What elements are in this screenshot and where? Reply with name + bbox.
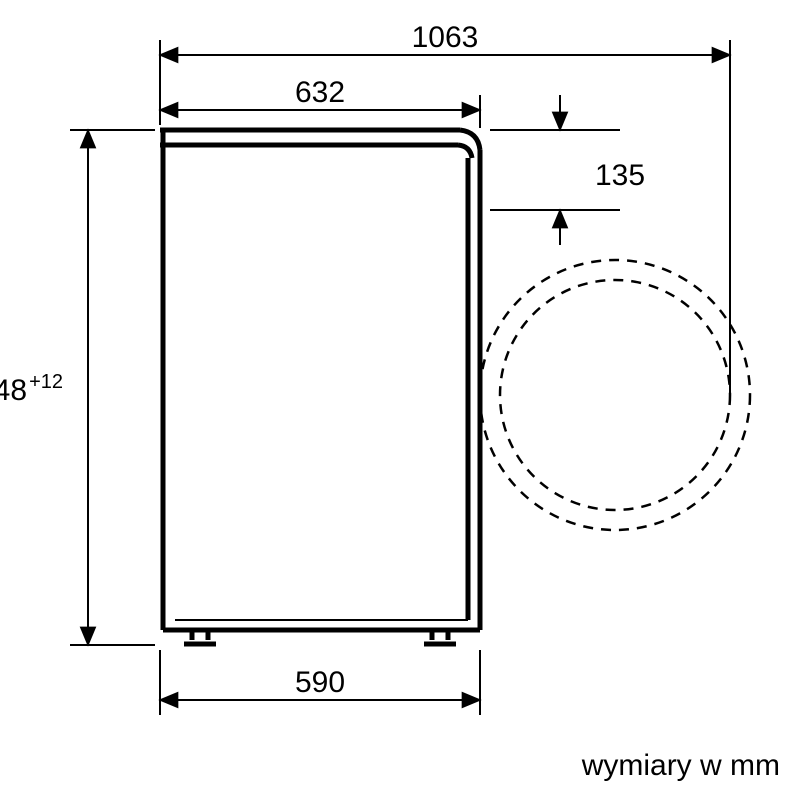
dim-door-clearance: 135 [490,95,645,245]
dim-overall-depth: 1063 [160,21,730,400]
dim-overall-depth-value: 1063 [412,21,479,54]
dim-height-value: 848+12 [0,371,63,407]
door-swing [480,260,750,530]
dim-height: 848+12 [0,130,155,645]
dimension-drawing: 1063 632 135 848+12 590 [0,0,800,800]
dim-body-depth-value: 632 [295,76,345,109]
appliance-body [160,130,480,644]
dim-door-clearance-value: 135 [595,159,645,192]
dim-body-depth: 632 [160,76,480,128]
dim-width-value: 590 [295,666,345,699]
units-caption: wymiary w mm [581,749,780,782]
dim-width: 590 [160,650,480,715]
